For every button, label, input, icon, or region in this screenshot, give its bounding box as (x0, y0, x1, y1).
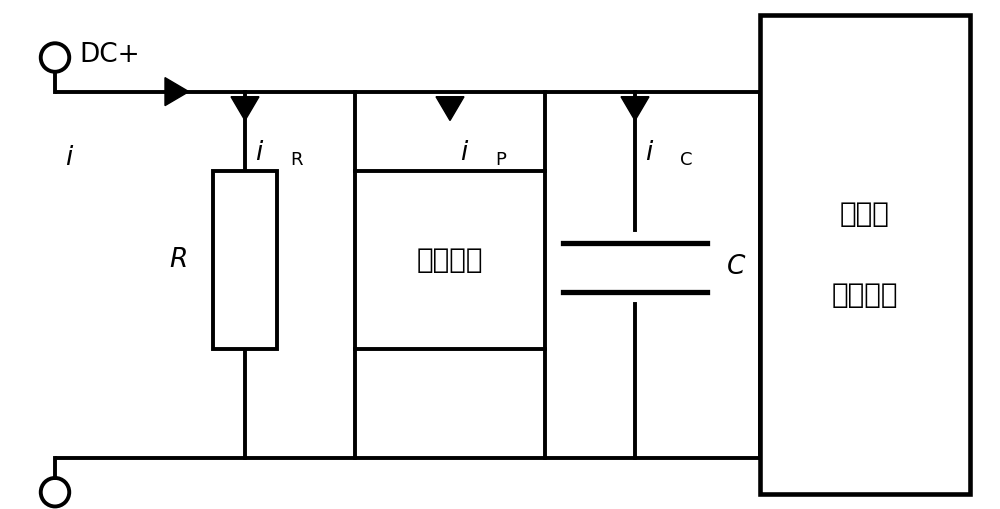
Polygon shape (231, 97, 259, 121)
Text: P: P (495, 151, 506, 169)
Text: 开关电源: 开关电源 (417, 245, 483, 274)
Text: R: R (290, 151, 302, 169)
Text: 变换桥臂: 变换桥臂 (832, 281, 898, 309)
Text: C: C (680, 151, 693, 169)
Text: R: R (170, 246, 188, 273)
Bar (213, 171, 277, 349)
Polygon shape (621, 97, 649, 121)
Text: DC+: DC+ (79, 42, 140, 68)
Text: $i$: $i$ (65, 145, 74, 171)
Bar (760, 15, 970, 494)
Text: 串联侧: 串联侧 (840, 200, 890, 228)
Text: $i$: $i$ (255, 139, 264, 166)
Text: $i$: $i$ (645, 139, 654, 166)
Bar (355, 171, 545, 349)
Text: C: C (727, 254, 745, 280)
Polygon shape (165, 78, 189, 106)
Polygon shape (436, 97, 464, 121)
Text: $i$: $i$ (460, 139, 469, 166)
